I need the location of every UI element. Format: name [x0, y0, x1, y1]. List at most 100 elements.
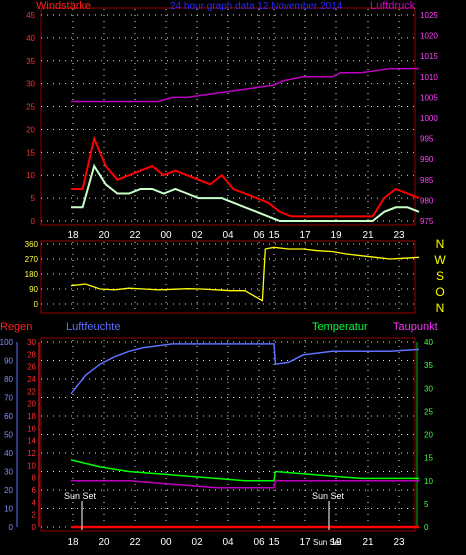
rain-y-tick: 4 [32, 498, 37, 507]
compass-label: N [436, 237, 445, 251]
rain-y-tick: 20 [27, 400, 36, 409]
series-line-windstärke [71, 135, 420, 218]
humidity-y-tick: 0 [9, 523, 14, 532]
x-tick-label: 06 [253, 230, 265, 241]
chart-title: 24 hour graph data 12 November 2014 [170, 1, 343, 12]
x-tick-label: 20 [98, 537, 110, 548]
sunset-axis-label: Sun Set [313, 538, 342, 547]
left-y-tick: 15 [26, 148, 35, 157]
left-y-tick: 5 [31, 194, 36, 203]
compass-label: S [436, 269, 444, 283]
left-y-tick: 45 [26, 11, 35, 20]
right-y-tick: 980 [420, 196, 434, 205]
humidity-y-tick: 20 [4, 486, 13, 495]
series-line-luftfeuchte [70, 343, 420, 395]
rain-y-tick: 18 [27, 412, 36, 421]
direction-y-tick: 0 [34, 300, 39, 309]
rain-y-tick: 2 [32, 511, 37, 520]
humidity-y-tick: 90 [4, 357, 13, 366]
left-y-tick: 35 [26, 57, 35, 66]
x-tick-label: 15 [268, 537, 280, 548]
x-tick-label: 22 [129, 537, 141, 548]
temp-y-tick: 20 [424, 431, 433, 440]
x-tick-label: 04 [222, 537, 234, 548]
humidity-y-tick: 60 [4, 412, 13, 421]
series-line-temperatur [70, 459, 419, 482]
humidity-y-tick: 30 [4, 468, 13, 477]
direction-y-tick: 180 [25, 270, 39, 279]
rain-y-tick: 22 [27, 387, 36, 396]
axes: 0 90 180 270 360 [25, 240, 39, 309]
sunset-marker-2: Sun Set [312, 491, 345, 501]
right-y-tick: 995 [420, 135, 434, 144]
x-tick-label: 02 [191, 230, 203, 241]
rain-y-tick: 6 [32, 486, 37, 495]
compass-label: W [434, 253, 446, 267]
rain-y-tick: 10 [27, 461, 36, 470]
temp-y-tick: 15 [424, 454, 433, 463]
x-tick-label: 22 [129, 230, 141, 241]
left-y-tick: 10 [26, 171, 35, 180]
right-y-tick: 985 [420, 176, 434, 185]
right-y-tick: 1010 [420, 73, 438, 82]
rain-y-tick: 24 [27, 375, 36, 384]
humidity-y-tick: 50 [4, 431, 13, 440]
direction-y-tick: 270 [25, 255, 39, 264]
rain-y-tick: 0 [32, 523, 37, 532]
right-y-tick: 990 [420, 155, 434, 164]
series-line-taupunkt [71, 480, 419, 489]
humidity-y-tick: 70 [4, 394, 13, 403]
temp-y-tick: 0 [424, 523, 429, 532]
temp-y-tick: 25 [424, 407, 433, 416]
series [70, 246, 420, 302]
rain-y-tick: 8 [32, 474, 37, 483]
compass-label: O [435, 285, 444, 299]
right-y-tick: 975 [420, 217, 434, 226]
series [71, 67, 420, 222]
compass-label: N [436, 301, 445, 315]
left-y-tick: 20 [26, 125, 35, 134]
right-y-tick: 1015 [420, 52, 438, 61]
x-tick-label: 17 [299, 230, 311, 241]
left-y-tick: 40 [26, 34, 35, 43]
rain-y-tick: 14 [27, 437, 36, 446]
x-tick-label: 21 [362, 537, 374, 548]
x-tick-label: 04 [222, 230, 234, 241]
humidity-y-tick: 10 [4, 505, 13, 514]
rain-y-tick: 26 [27, 363, 36, 372]
x-tick-label: 00 [160, 230, 172, 241]
temp-y-tick: 5 [424, 500, 429, 509]
x-tick-label: 20 [98, 230, 110, 241]
rain-y-tick: 28 [27, 350, 36, 359]
axes: 0510152025303540459759809859909951000100… [26, 11, 438, 241]
x-tick-label: 18 [67, 230, 79, 241]
series [70, 343, 420, 529]
left-y-tick: 25 [26, 103, 35, 112]
x-tick-label: 17 [299, 537, 311, 548]
rain-y-tick: 16 [27, 424, 36, 433]
x-tick-label: 19 [330, 537, 342, 548]
right-y-tick: 1025 [420, 11, 438, 20]
left-y-tick: 0 [31, 217, 36, 226]
series-line-luftdruck [71, 67, 419, 103]
wind-pressure-panel: 0510152025303540459759809859909951000100… [26, 0, 438, 241]
x-tick-label: 19 [330, 230, 342, 241]
dewpoint-label: Taupunkt [393, 321, 438, 333]
rain-label: Regen [0, 321, 32, 333]
temp-y-tick: 30 [424, 384, 433, 393]
axes: 0102030405060708090100024681012141618202… [0, 338, 433, 548]
rain-y-tick: 30 [27, 338, 36, 347]
grid [41, 242, 415, 312]
grid [41, 9, 415, 224]
series-line-böen [71, 163, 420, 222]
x-tick-label: 02 [191, 537, 203, 548]
right-y-tick: 1005 [420, 93, 438, 102]
x-tick-label: 06 [253, 537, 265, 548]
rain-y-tick: 12 [27, 449, 36, 458]
temp-y-tick: 40 [424, 338, 433, 347]
right-y-tick: 1020 [420, 32, 438, 41]
grid [41, 340, 415, 530]
